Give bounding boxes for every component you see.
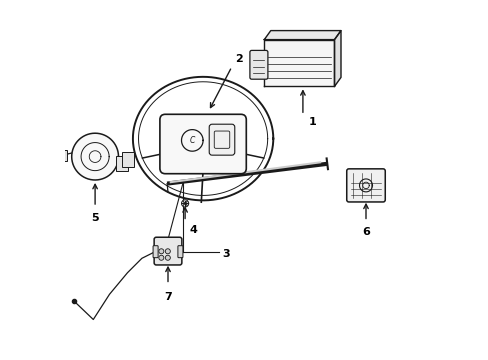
FancyBboxPatch shape: [209, 124, 234, 155]
Text: 5: 5: [91, 213, 99, 223]
Text: 6: 6: [361, 227, 369, 237]
FancyBboxPatch shape: [116, 156, 127, 171]
Circle shape: [159, 249, 163, 254]
FancyBboxPatch shape: [160, 114, 246, 174]
Circle shape: [165, 255, 170, 260]
Polygon shape: [264, 40, 334, 86]
FancyBboxPatch shape: [249, 50, 267, 79]
Text: 2: 2: [235, 54, 243, 64]
FancyBboxPatch shape: [122, 152, 134, 167]
FancyBboxPatch shape: [154, 237, 182, 265]
Text: 4: 4: [189, 225, 197, 235]
Text: 7: 7: [164, 292, 171, 302]
FancyBboxPatch shape: [153, 246, 158, 258]
Text: C: C: [189, 136, 195, 145]
Polygon shape: [264, 31, 340, 40]
FancyBboxPatch shape: [60, 150, 67, 161]
Circle shape: [165, 249, 170, 254]
Circle shape: [181, 200, 188, 207]
Text: 3: 3: [222, 249, 229, 259]
FancyBboxPatch shape: [346, 169, 385, 202]
Polygon shape: [334, 31, 340, 86]
FancyBboxPatch shape: [178, 246, 183, 258]
Circle shape: [72, 133, 118, 180]
Text: 1: 1: [307, 117, 315, 127]
Circle shape: [159, 255, 163, 260]
